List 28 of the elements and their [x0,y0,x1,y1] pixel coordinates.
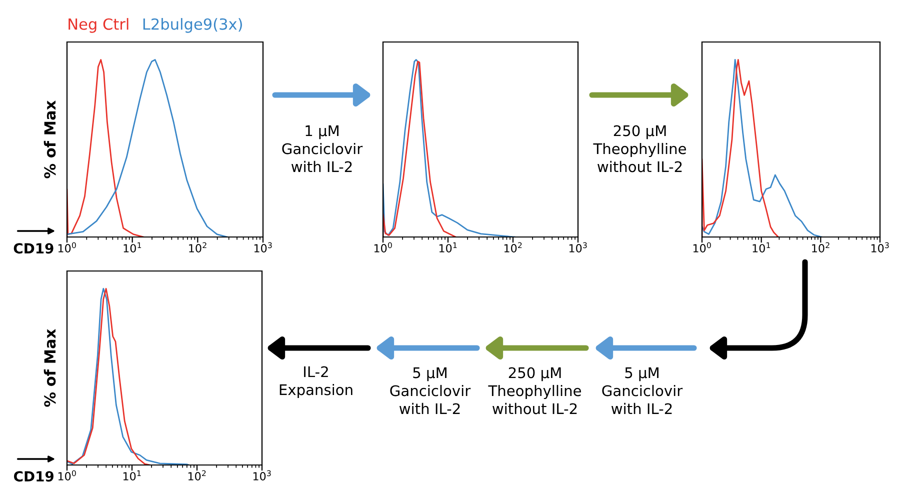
x-tick-label: 10$^{2}$ [812,242,830,252]
x-tick-label: 10$^{0}$ [58,242,76,252]
x-tick-label: 10$^{1}$ [124,242,142,252]
x-tick-label: 10$^{2}$ [189,242,206,252]
x-tick-label: 10$^{3}$ [871,242,889,252]
series-label: L2bulge9(3x) [143,18,242,33]
x-axis-title: CD19 [14,243,54,254]
x-axis-title: CD19 [14,471,54,482]
x-tick-label: 10$^{0}$ [374,242,392,252]
x-tick-label: 10$^{1}$ [123,470,141,480]
x-tick-label: 10$^{1}$ [752,242,770,252]
x-tick-label: 10$^{2}$ [504,242,522,252]
text: 5 µM Ganciclovir with IL-2 [390,367,471,414]
x-tick-label: 10$^{3}$ [253,470,271,480]
x-tick-label: 10$^{2}$ [188,470,206,480]
text: 250 µM Theophylline without IL-2 [488,367,581,414]
x-tick-label: 10$^{0}$ [693,242,711,252]
x-tick-label: 10$^{1}$ [439,242,457,252]
text: IL-2 Expansion [280,366,352,398]
y-axis-title: % of Max [44,329,56,407]
text: Neg Ctrl [68,18,128,33]
y-axis-title: % of Max [44,100,56,178]
x-tick-label: 10$^{3}$ [569,242,587,252]
x-tick-label: 10$^{0}$ [58,470,76,480]
text: 1 µM Ganciclovir with IL-2 [282,125,363,172]
text: 250 µM Theophylline without IL-2 [593,125,686,172]
x-tick-label: 10$^{3}$ [254,242,272,252]
text: 5 µM Ganciclovir with IL-2 [602,367,683,414]
